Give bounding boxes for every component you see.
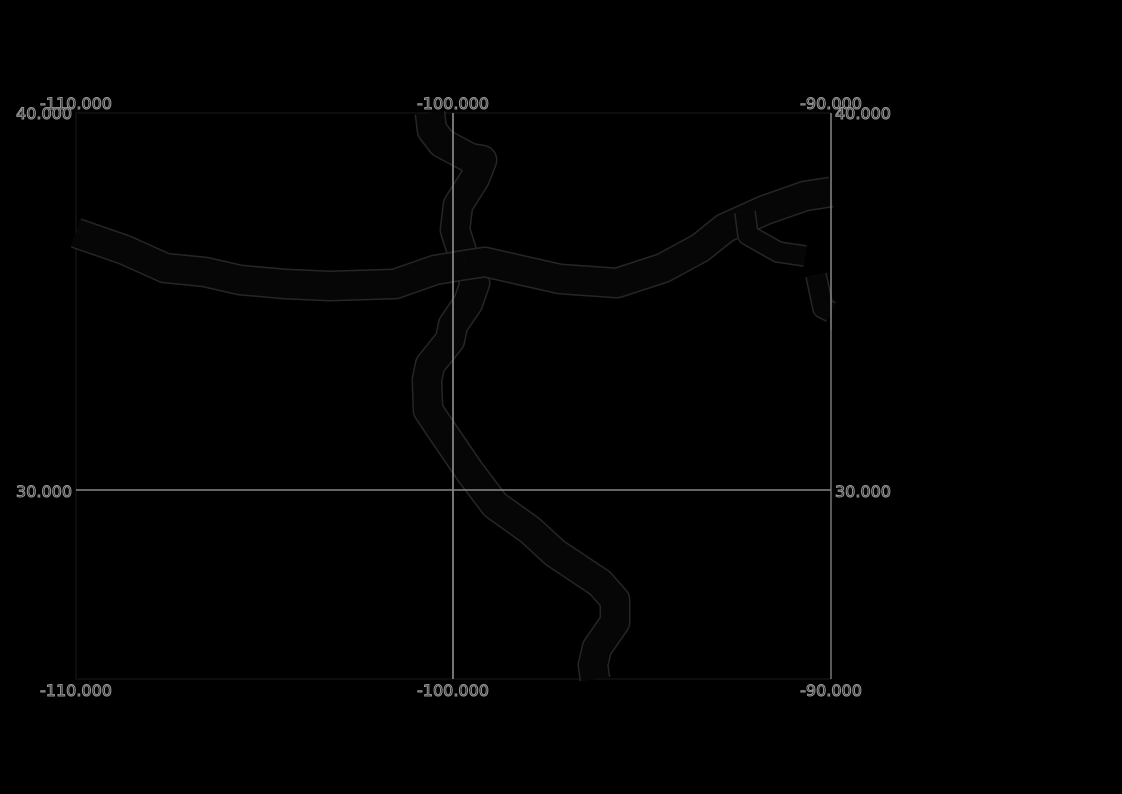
lon-label-top-center: -100.000	[417, 94, 489, 113]
graticule-lines	[76, 113, 832, 679]
east-tributary	[462, 176, 834, 299]
lon-label-bottom-west: -110.000	[40, 681, 112, 700]
lon-label-top-west: -110.000	[40, 94, 112, 113]
lon-label-bottom-east: -90.000	[800, 681, 862, 700]
lat-labels-left: 40.000 30.000	[16, 104, 73, 502]
lon-labels-bottom: -110.000 -100.000 -90.000	[40, 681, 863, 701]
lon-label-top-east: -90.000	[800, 94, 862, 113]
west-tributary	[70, 218, 468, 302]
river-layer	[70, 111, 836, 682]
lat-label-right-40: 40.000	[835, 104, 891, 123]
main-river-north-south	[411, 111, 631, 682]
lat-label-right-30: 30.000	[835, 482, 891, 501]
east-branch	[734, 210, 836, 322]
lon-labels-top: -110.000 -100.000 -90.000	[40, 94, 863, 114]
lon-label-bottom-center: -100.000	[417, 681, 489, 700]
lat-label-left-40: 40.000	[16, 104, 72, 123]
lat-label-left-30: 30.000	[16, 482, 72, 501]
lat-labels-right: 40.000 30.000	[835, 104, 892, 502]
